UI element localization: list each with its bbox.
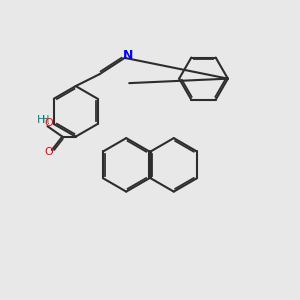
Text: O: O [45, 147, 53, 158]
Text: H: H [37, 115, 45, 125]
Text: O: O [45, 118, 53, 128]
Text: ·: · [47, 119, 50, 129]
Text: N: N [123, 49, 134, 62]
Text: H: H [42, 115, 50, 125]
